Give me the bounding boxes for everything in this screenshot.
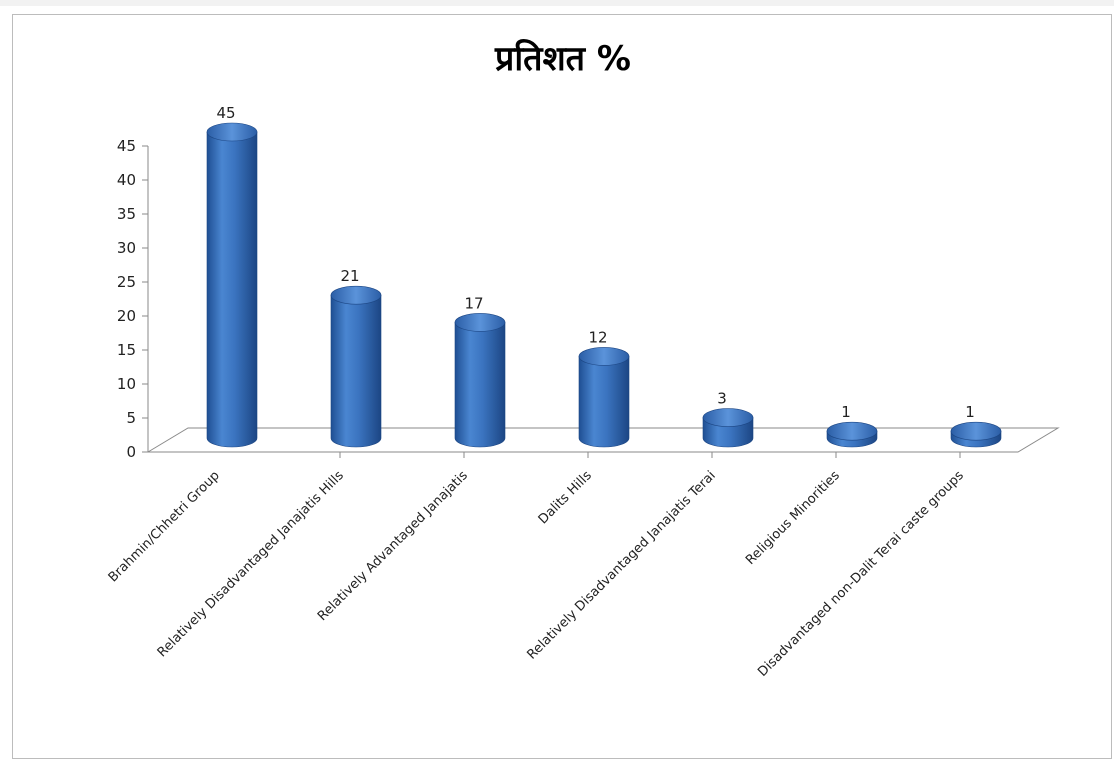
bar-body: [454, 322, 506, 448]
bar-top-cap: [578, 347, 630, 366]
bar-top-cap: [454, 313, 506, 332]
bar: [330, 285, 382, 448]
bar: [826, 421, 878, 448]
bar-layer: [206, 122, 1002, 448]
data-label: 21: [340, 267, 359, 285]
chart-frame: [12, 14, 1112, 759]
category-label: Disadvantaged non-Dalit Terai caste grou…: [755, 468, 967, 680]
category-label: Relatively Disadvantaged Janajatis Terai: [524, 468, 718, 662]
y-tick-label: 5: [126, 409, 136, 427]
category-label: Brahmin/Chhetri Group: [106, 468, 223, 585]
category-label: Dalits Hills: [536, 468, 595, 527]
bar: [950, 421, 1002, 448]
data-label: 1: [841, 403, 851, 421]
bar-body: [330, 294, 382, 448]
y-tick-label: 40: [117, 171, 136, 189]
bar-top-cap: [330, 285, 382, 305]
data-label: 3: [717, 390, 727, 408]
y-tick-label: 30: [117, 239, 136, 257]
y-tick-label: 10: [117, 375, 136, 393]
bar: [702, 408, 754, 448]
bar-body: [578, 356, 630, 448]
bar-top-cap: [950, 421, 1002, 441]
y-tick-label: 35: [117, 205, 136, 223]
y-tick-label: 20: [117, 307, 136, 325]
data-label: 17: [464, 294, 483, 312]
bar-body: [206, 131, 258, 448]
category-label: Religious Minorities: [743, 468, 843, 568]
bar-top-cap: [206, 122, 258, 142]
bar: [578, 347, 630, 448]
bar-top-cap: [826, 421, 878, 441]
bar-top-cap: [702, 408, 754, 427]
bar: [206, 122, 258, 448]
top-strip: [0, 0, 1114, 6]
y-tick-label: 25: [117, 273, 136, 291]
bar: [454, 313, 506, 448]
y-tick-label: 45: [117, 137, 136, 155]
y-tick-label: 0: [126, 443, 136, 461]
category-label: Relatively Advantaged Janajatis: [315, 468, 471, 624]
data-label: 1: [965, 403, 975, 421]
data-label: 12: [588, 328, 607, 346]
data-label: 45: [216, 104, 235, 122]
chart-title: प्रतिशत %: [494, 38, 631, 79]
y-tick-label: 15: [117, 341, 136, 359]
